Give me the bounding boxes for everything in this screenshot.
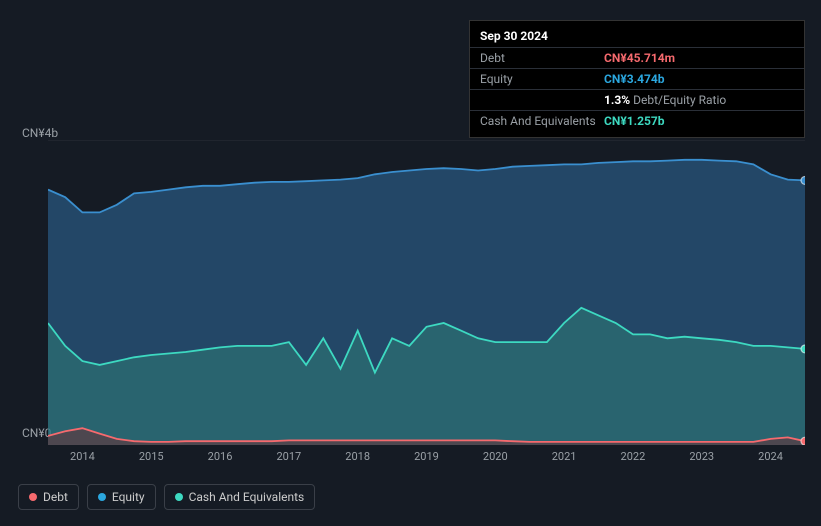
legend-item-cash-and-equivalents[interactable]: Cash And Equivalents bbox=[164, 484, 316, 510]
chart-tooltip: Sep 30 2024 DebtCN¥45.714mEquityCN¥3.474… bbox=[469, 20, 805, 138]
tooltip-label: Cash And Equivalents bbox=[480, 114, 604, 128]
area-chart[interactable] bbox=[48, 140, 805, 445]
tooltip-row: Cash And EquivalentsCN¥1.257b bbox=[470, 110, 804, 131]
x-axis-tick: 2020 bbox=[461, 450, 530, 470]
tooltip-row: 1.3% Debt/Equity Ratio bbox=[470, 89, 804, 110]
tooltip-label: Equity bbox=[480, 72, 604, 86]
tooltip-value: CN¥3.474b bbox=[604, 72, 665, 86]
x-axis-tick: 2022 bbox=[599, 450, 668, 470]
x-axis: 2014201520162017201820192020202120222023… bbox=[48, 450, 805, 470]
legend-dot bbox=[175, 493, 183, 501]
x-axis-tick: 2014 bbox=[48, 450, 117, 470]
x-axis-tick: 2016 bbox=[186, 450, 255, 470]
tooltip-label bbox=[480, 93, 604, 107]
x-axis-tick: 2015 bbox=[117, 450, 186, 470]
legend-label: Equity bbox=[112, 490, 145, 504]
x-axis-tick: 2017 bbox=[254, 450, 323, 470]
legend-item-equity[interactable]: Equity bbox=[87, 484, 156, 510]
x-axis-tick: 2019 bbox=[392, 450, 461, 470]
legend-dot bbox=[98, 493, 106, 501]
legend-label: Debt bbox=[43, 490, 68, 504]
tooltip-value: CN¥1.257b bbox=[604, 114, 665, 128]
tooltip-label: Debt bbox=[480, 51, 604, 65]
y-axis-bottom-label: CN¥0 bbox=[22, 426, 51, 440]
x-axis-tick: 2024 bbox=[736, 450, 805, 470]
tooltip-title: Sep 30 2024 bbox=[470, 27, 804, 47]
series-end-dot bbox=[801, 176, 805, 184]
x-axis-tick: 2018 bbox=[323, 450, 392, 470]
tooltip-value: CN¥45.714m bbox=[604, 51, 675, 65]
series-end-dot bbox=[801, 437, 805, 445]
tooltip-row: EquityCN¥3.474b bbox=[470, 68, 804, 89]
series-end-dot bbox=[801, 345, 805, 353]
y-axis-top-label: CN¥4b bbox=[22, 126, 58, 140]
legend: Debt Equity Cash And Equivalents bbox=[18, 484, 315, 510]
tooltip-row: DebtCN¥45.714m bbox=[470, 47, 804, 68]
tooltip-value: 1.3% Debt/Equity Ratio bbox=[604, 93, 726, 107]
legend-dot bbox=[29, 493, 37, 501]
x-axis-tick: 2023 bbox=[667, 450, 736, 470]
x-axis-tick: 2021 bbox=[530, 450, 599, 470]
legend-item-debt[interactable]: Debt bbox=[18, 484, 79, 510]
legend-label: Cash And Equivalents bbox=[189, 490, 305, 504]
